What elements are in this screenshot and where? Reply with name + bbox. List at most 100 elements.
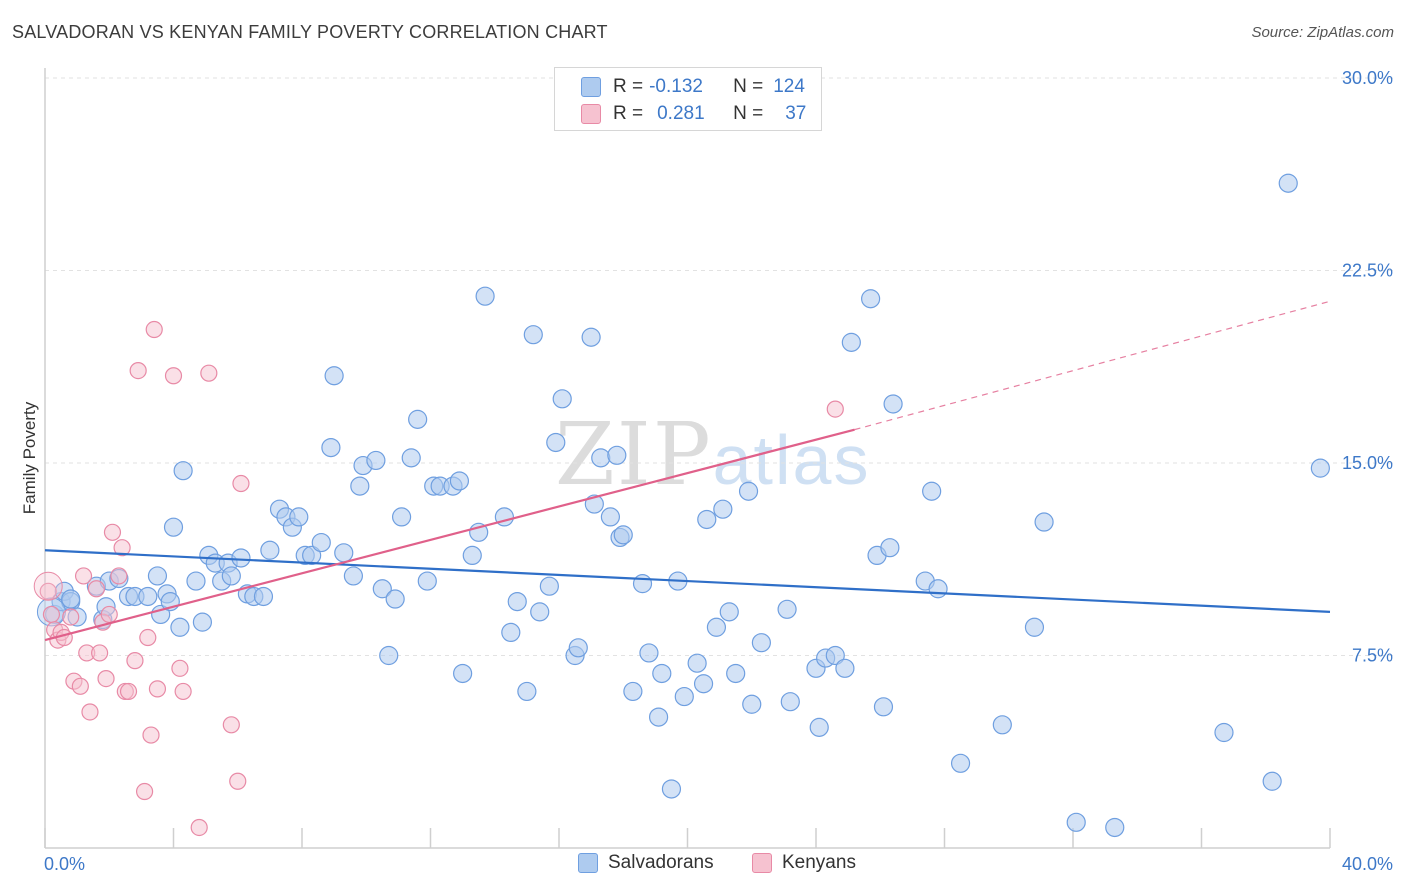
salvadoran-point	[372, 579, 392, 599]
source-label: Source: ZipAtlas.com	[1251, 24, 1394, 41]
salvadoran-point	[453, 663, 473, 684]
legend-n-value: 124	[773, 76, 805, 97]
chart-title: SALVADORAN VS KENYAN FAMILY POVERTY CORR…	[12, 22, 608, 42]
salvadoran-point	[138, 586, 158, 607]
axis-labels: 7.5% 15.0% 22.5% 30.0% 0.0% 40.0% Family Pover…	[20, 68, 1393, 874]
kenyan-point	[103, 523, 122, 541]
salvadoran-point	[613, 525, 633, 545]
salvadoran-point	[475, 286, 495, 306]
salvadorans-points	[36, 173, 1330, 838]
kenyan-point	[91, 644, 109, 662]
y-tick-label: 15.0%	[1342, 453, 1393, 473]
legend-r-value: -0.132	[649, 76, 703, 97]
salvadoran-point	[221, 566, 241, 586]
legend-n-label: N =	[733, 103, 764, 124]
legend-n-label: N =	[733, 76, 764, 97]
kenyan-point	[164, 367, 183, 385]
salvadoran-point	[780, 692, 800, 712]
salvadoran-point	[552, 389, 572, 409]
kenyan-point	[145, 320, 163, 339]
kenyans-trend-extension	[854, 300, 1331, 431]
salvadoran-point	[661, 779, 682, 799]
x-tick-label: 0.0%	[44, 854, 85, 874]
salvadoran-point	[449, 471, 470, 491]
blue-swatch-icon	[581, 77, 601, 97]
salvadoran-point	[302, 545, 322, 566]
salvadoran-point	[742, 694, 762, 714]
salvadoran-point	[883, 394, 903, 414]
salvadoran-point	[231, 548, 251, 568]
salvadoran-point	[350, 476, 370, 496]
kenyan-point	[232, 474, 250, 493]
salvadoran-point	[501, 622, 521, 643]
kenyan-point	[110, 567, 128, 585]
kenyan-point	[190, 818, 208, 837]
salvadoran-point	[321, 438, 341, 458]
salvadoran-point	[186, 571, 206, 591]
salvadorans-trend-line	[44, 549, 1331, 613]
salvadoran-point	[507, 591, 527, 612]
salvadoran-point	[632, 574, 653, 594]
legend-label: Kenyans	[782, 852, 856, 873]
kenyan-point	[174, 682, 192, 701]
salvadoran-point	[568, 638, 588, 658]
salvadoran-point	[777, 599, 797, 619]
salvadoran-point	[880, 538, 900, 558]
kenyan-point	[81, 703, 99, 721]
x-tick-label: 40.0%	[1342, 854, 1393, 874]
salvadoran-point	[600, 507, 621, 527]
kenyan-point	[171, 659, 189, 677]
salvadoran-point	[607, 445, 627, 465]
salvadoran-point	[192, 612, 213, 632]
kenyan-point	[222, 716, 240, 734]
kenyan-point	[148, 680, 167, 698]
kenyan-point	[39, 582, 57, 600]
salvadoran-point	[366, 450, 386, 471]
salvadoran-point	[391, 507, 412, 527]
kenyan-point	[74, 567, 93, 585]
legend-label: Salvadorans	[608, 852, 714, 873]
kenyan-point	[142, 726, 160, 744]
kenyan-point	[42, 605, 61, 624]
salvadoran-point	[726, 663, 746, 684]
salvadoran-point	[825, 645, 845, 666]
salvadoran-point	[706, 617, 727, 637]
salvadoran-point	[546, 432, 566, 453]
salvadoran-point	[539, 576, 559, 596]
salvadoran-point	[713, 499, 733, 519]
salvadoran-point	[751, 633, 771, 653]
gridlines	[45, 77, 1395, 656]
salvadoran-point	[1262, 771, 1282, 791]
salvadoran-point	[1310, 458, 1330, 478]
salvadoran-point	[417, 571, 437, 591]
y-tick-label: 7.5%	[1352, 646, 1393, 666]
salvadoran-point	[61, 589, 81, 609]
kenyans-points	[33, 320, 844, 837]
series-legend: Salvadorans Kenyans	[0, 852, 1406, 878]
legend-n-value: 37	[785, 103, 807, 124]
salvadoran-point	[697, 509, 717, 530]
salvadoran-point	[809, 717, 829, 737]
kenyan-point	[119, 682, 138, 701]
kenyan-point	[87, 580, 106, 598]
kenyan-point	[113, 539, 131, 557]
kenyan-point	[129, 362, 147, 380]
salvadoran-point	[992, 715, 1012, 735]
y-axis-title: Family Poverty	[20, 401, 39, 514]
salvadoran-point	[530, 602, 550, 622]
salvadoran-point	[334, 543, 354, 563]
salvadoran-point	[253, 586, 274, 607]
salvadoran-point	[517, 681, 537, 702]
kenyan-point	[33, 571, 63, 601]
salvadoran-point	[687, 653, 707, 673]
salvadoran-point	[408, 409, 428, 429]
salvadoran-point	[324, 366, 344, 386]
salvadoran-point	[462, 545, 482, 566]
salvadoran-point	[639, 643, 659, 663]
salvadoran-point	[922, 481, 942, 501]
kenyan-point	[97, 669, 115, 688]
salvadoran-point	[379, 645, 399, 666]
kenyans-trend-line	[44, 428, 855, 642]
salvadoran-point	[873, 697, 894, 717]
